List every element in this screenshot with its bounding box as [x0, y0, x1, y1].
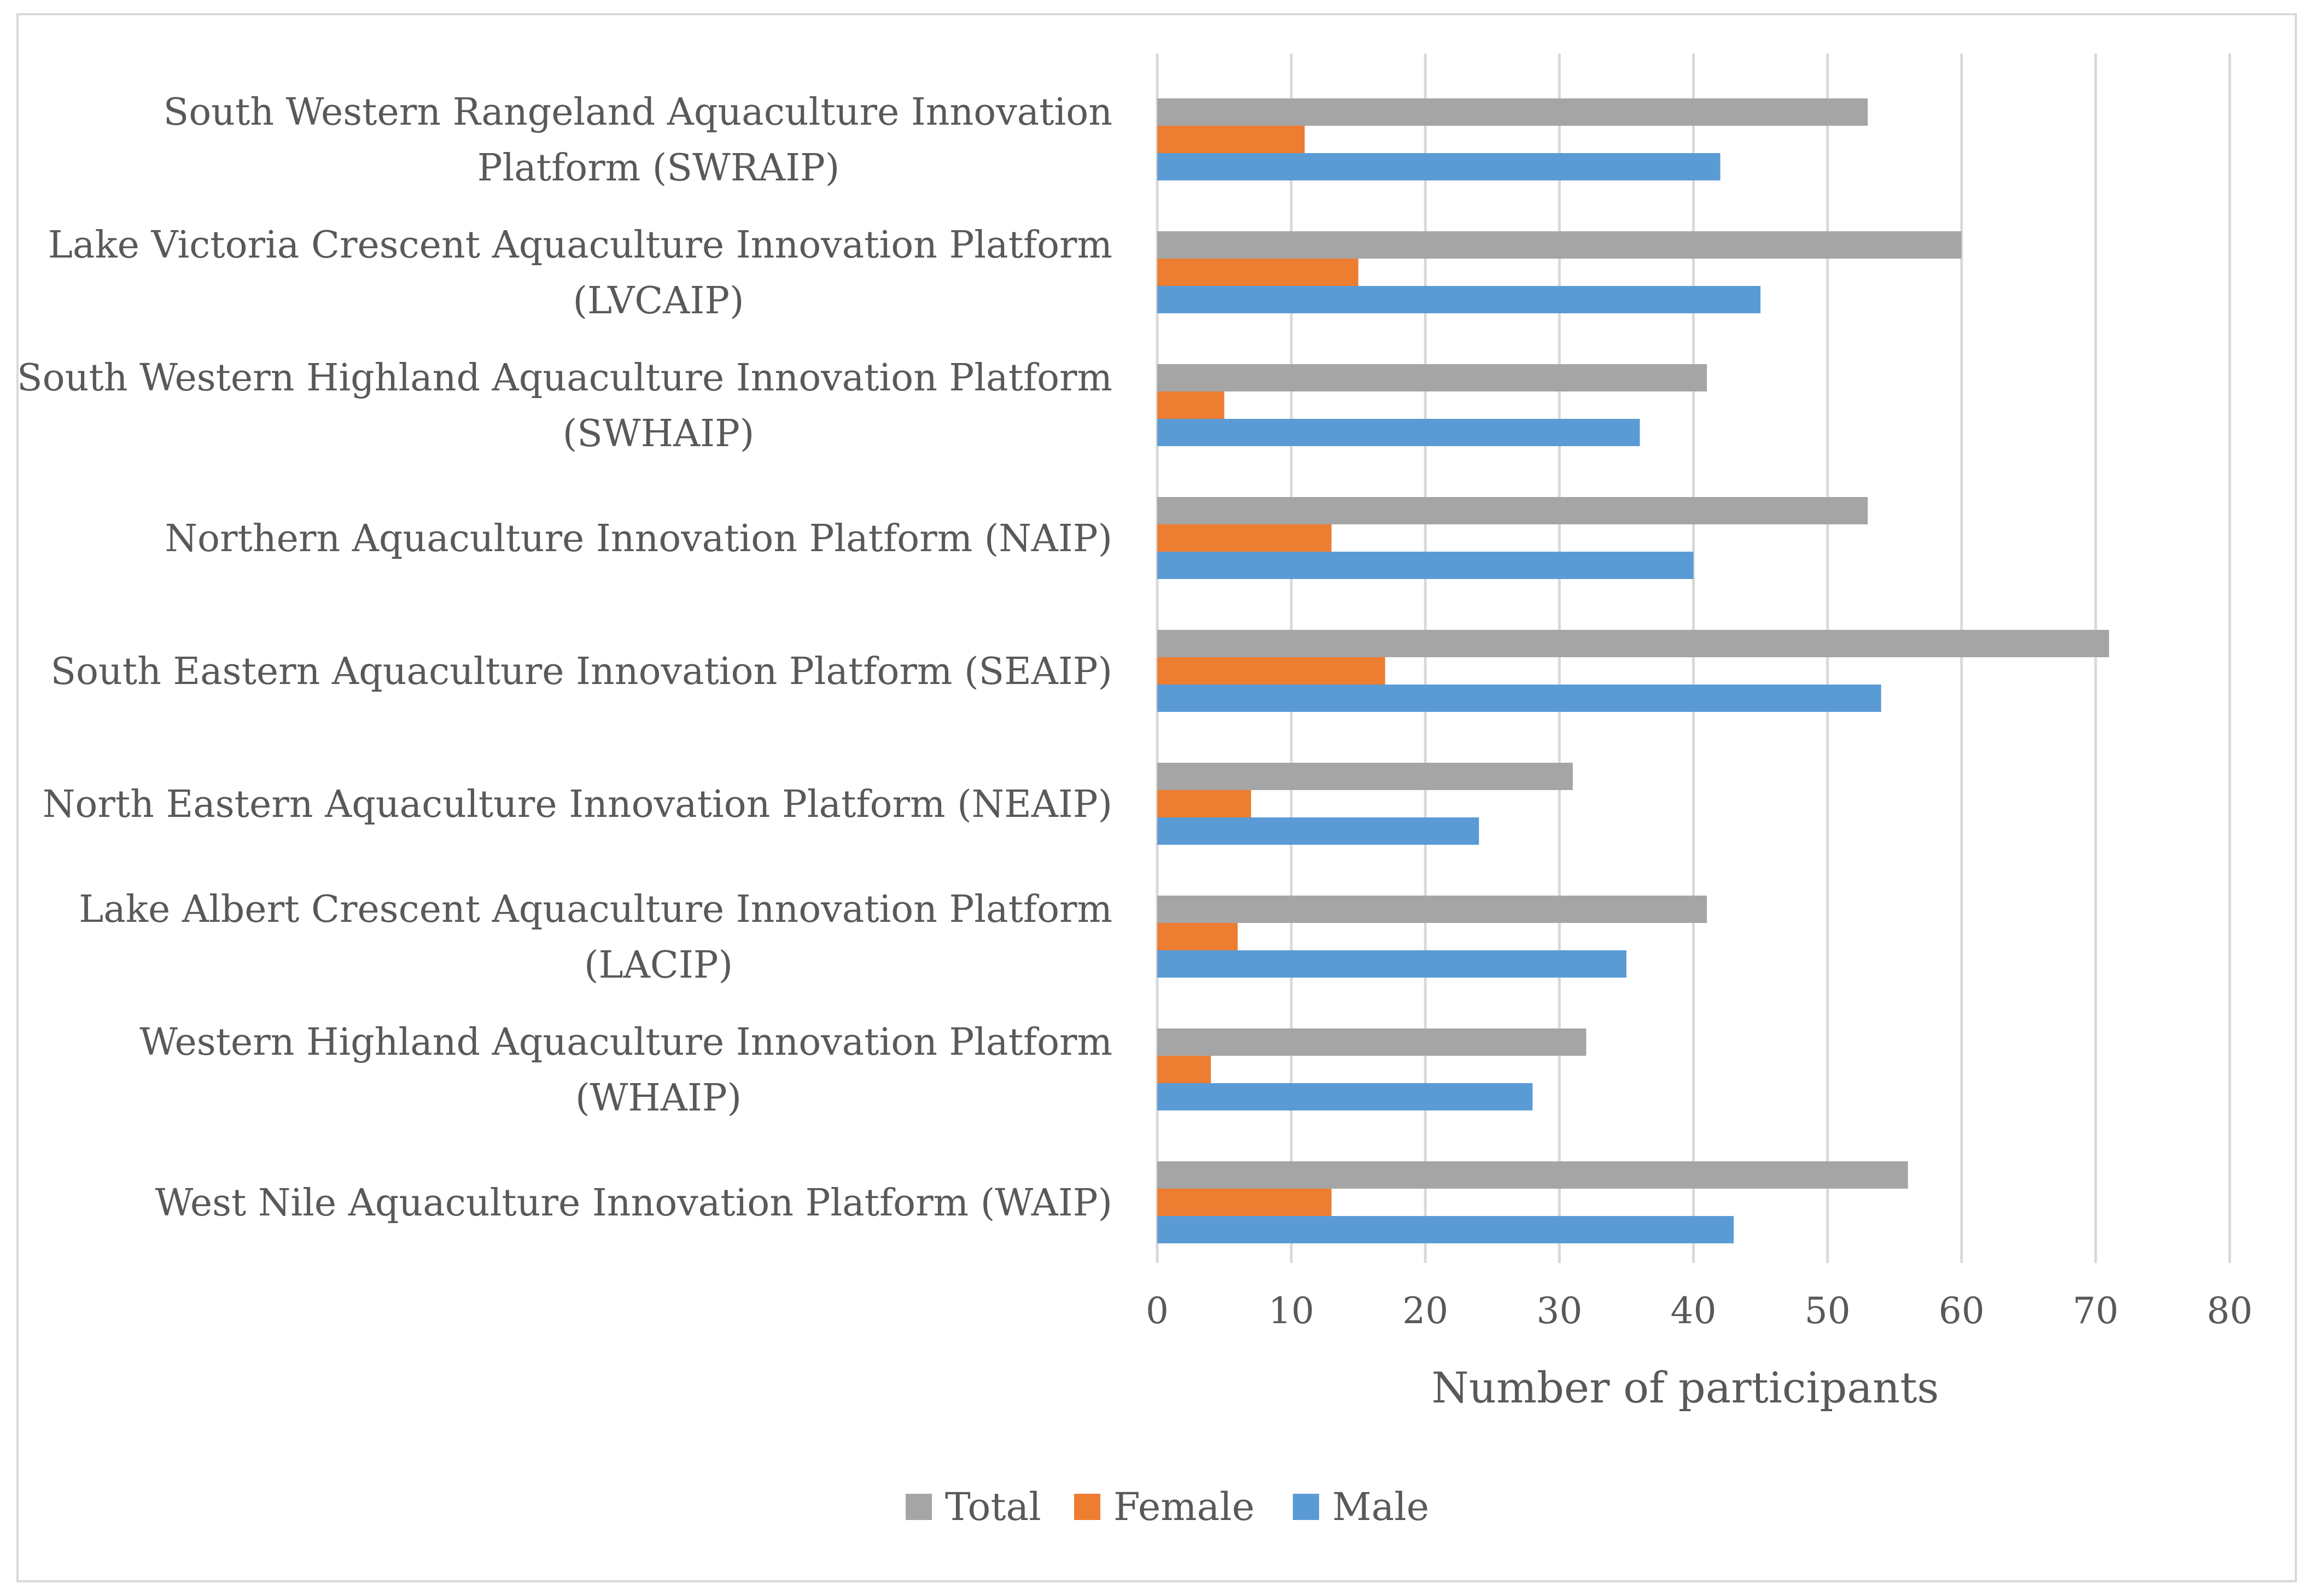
legend-swatch-total: [906, 1494, 932, 1520]
category-label: South Western Rangeland Aquaculture Inno…: [164, 91, 1112, 190]
category-label: Lake Albert Crescent Aquaculture Innovat…: [79, 888, 1112, 987]
bar-female: [1157, 1189, 1332, 1216]
legend-label-total: Total: [945, 1484, 1041, 1529]
bar-female: [1157, 1056, 1211, 1083]
bar-female: [1157, 923, 1238, 950]
bar-male: [1157, 950, 1626, 978]
bar-female: [1157, 259, 1358, 286]
bar-female: [1157, 790, 1251, 817]
x-tick-label: 80: [2207, 1290, 2253, 1332]
bar-total: [1157, 1161, 1908, 1189]
bar-female: [1157, 657, 1385, 685]
bar-total: [1157, 364, 1707, 391]
bar-total: [1157, 231, 1962, 259]
bar-total: [1157, 98, 1868, 126]
bar-total: [1157, 896, 1707, 923]
category-label: South Western Highland Aquaculture Innov…: [19, 356, 1112, 455]
x-tick-label: 30: [1536, 1290, 1582, 1332]
bar-male: [1157, 419, 1640, 446]
category-label: Western Highland Aquaculture Innovation …: [139, 1021, 1112, 1120]
category-label: South Eastern Aquaculture Innovation Pla…: [50, 650, 1112, 693]
bar-male: [1157, 153, 1721, 180]
category-label: North Eastern Aquaculture Innovation Pla…: [43, 783, 1112, 826]
x-tick-labels: 0 10 20 30 40 50 60 70 80: [1146, 1290, 2253, 1332]
bar-female: [1157, 126, 1305, 153]
bar-male: [1157, 552, 1694, 579]
x-tick-label: 40: [1671, 1290, 1717, 1332]
x-tick-label: 50: [1805, 1290, 1851, 1332]
bar-male: [1157, 286, 1761, 313]
x-tick-label: 70: [2073, 1290, 2119, 1332]
bar-total: [1157, 1028, 1587, 1056]
category-label: Northern Aquaculture Innovation Platform…: [165, 517, 1112, 560]
bar-male: [1157, 685, 1881, 712]
bars: [1157, 98, 2109, 1243]
bar-male: [1157, 1216, 1734, 1243]
bar-female: [1157, 391, 1224, 419]
bar-female: [1157, 524, 1332, 552]
category-labels: South Western Rangeland Aquaculture Inno…: [19, 91, 1112, 1225]
bar-total: [1157, 763, 1573, 790]
legend-swatch-female: [1074, 1494, 1100, 1520]
x-tick-label: 60: [1939, 1290, 1985, 1332]
legend: Total Female Male: [906, 1484, 1429, 1529]
bar-male: [1157, 817, 1479, 845]
x-axis-title: Number of participants: [1432, 1364, 1939, 1413]
bar-total: [1157, 630, 2109, 657]
legend-label-female: Female: [1113, 1484, 1255, 1529]
x-tick-label: 20: [1402, 1290, 1448, 1332]
bar-chart: South Western Rangeland Aquaculture Inno…: [19, 54, 2253, 1529]
chart-frame: South Western Rangeland Aquaculture Inno…: [16, 13, 2297, 1582]
bar-total: [1157, 497, 1868, 524]
category-label: Lake Victoria Crescent Aquaculture Innov…: [48, 224, 1112, 323]
legend-swatch-male: [1293, 1494, 1319, 1520]
x-tick-label: 10: [1268, 1290, 1314, 1332]
legend-label-male: Male: [1332, 1484, 1429, 1529]
bar-male: [1157, 1083, 1533, 1110]
x-tick-label: 0: [1146, 1290, 1169, 1332]
category-label: West Nile Aquaculture Innovation Platfor…: [155, 1182, 1112, 1225]
